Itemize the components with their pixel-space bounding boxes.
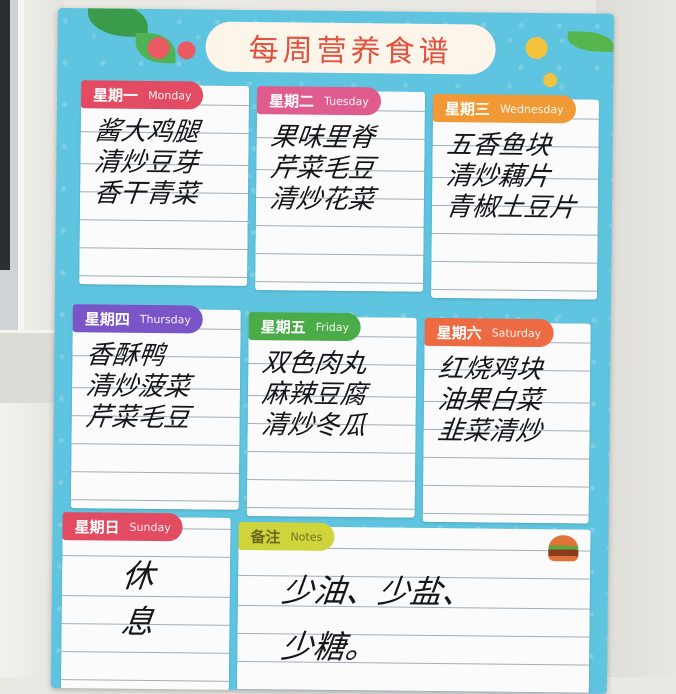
menu-item: 青椒土豆片 [444, 192, 578, 224]
day-tab: 星期一 Monday [80, 80, 204, 110]
menu-items: 红烧鸡块 油果白菜 韭菜清炒 [435, 354, 584, 449]
day-card-saturday: 星期六 Saturday 红烧鸡块 油果白菜 韭菜清炒 [422, 317, 591, 524]
menu-item: 香干青菜 [92, 178, 200, 210]
day-card-thursday: 星期四 Thursday 香酥鸭 清炒菠菜 芹菜毛豆 [70, 304, 241, 510]
window-glass [0, 0, 10, 270]
flower-decoration-1 [147, 36, 170, 60]
page-title: 每周营养食谱 [205, 21, 496, 75]
notes-title-cn: 备注 [250, 527, 281, 546]
menu-item: 清炒菠菜 [84, 371, 192, 403]
notes-title-en: Notes [290, 529, 323, 544]
note-line: 少糖。 [279, 627, 380, 667]
day-tab: 星期四 Thursday [72, 304, 204, 334]
menu-items: 香酥鸭 清炒菠菜 芹菜毛豆 [84, 340, 235, 435]
menu-items: 休 息 [119, 553, 224, 646]
menu-item: 麻辣豆腐 [260, 379, 368, 411]
day-name-en: Wednesday [499, 102, 564, 116]
menu-item: 韭菜清炒 [435, 416, 544, 448]
menu-item: 息 [119, 602, 156, 642]
day-name-en: Thursday [139, 312, 191, 326]
day-name-en: Saturday [491, 326, 542, 340]
day-name-cn: 星期日 [74, 517, 120, 537]
flower-decoration-2 [177, 41, 196, 60]
menu-item: 油果白菜 [436, 385, 544, 417]
menu-item: 五香鱼块 [444, 130, 553, 162]
day-card-sunday: 星期日 Sunday 休 息 [60, 512, 231, 694]
menu-item: 芹菜毛豆 [84, 402, 192, 434]
menu-item: 清炒冬瓜 [259, 410, 368, 442]
day-tab: 星期五 Friday [248, 312, 362, 342]
menu-item: 双色肉丸 [260, 348, 369, 380]
notes-tab: 备注 Notes [238, 521, 335, 551]
menu-items: 酱大鸡腿 清炒豆芽 香干青菜 [92, 116, 243, 211]
burger-icon [548, 535, 579, 562]
day-tab: 星期二 Tuesday [256, 86, 381, 116]
flower-decoration-4 [543, 73, 558, 88]
day-tab: 星期三 Wednesday [432, 93, 576, 124]
menu-item: 芹菜毛豆 [268, 153, 377, 185]
menu-items: 果味里脊 芹菜毛豆 清炒花菜 [268, 122, 419, 217]
day-name-cn: 星期一 [92, 85, 139, 105]
day-name-en: Tuesday [323, 94, 369, 108]
notes-lines: 少油、少盐、 少糖。 [279, 562, 584, 677]
flower-decoration-3 [525, 36, 548, 60]
day-card-friday: 星期五 Friday 双色肉丸 麻辣豆腐 清炒冬瓜 [246, 312, 417, 518]
day-name-cn: 星期四 [84, 309, 130, 329]
menu-item: 清炒藕片 [444, 161, 553, 193]
menu-item: 红烧鸡块 [436, 354, 545, 386]
day-card-tuesday: 星期二 Tuesday 果味里脊 芹菜毛豆 清炒花菜 [255, 86, 426, 292]
day-name-cn: 星期二 [268, 91, 315, 111]
menu-item: 清炒豆芽 [92, 147, 201, 179]
day-name-en: Monday [148, 88, 192, 102]
day-name-en: Sunday [129, 520, 171, 534]
day-name-en: Friday [315, 320, 350, 334]
note-line: 少油、少盐、 [279, 571, 477, 612]
day-name-cn: 星期六 [436, 323, 482, 342]
day-tab: 星期六 Saturday [424, 317, 554, 348]
menu-item: 清炒花菜 [268, 184, 376, 216]
menu-item: 香酥鸭 [84, 340, 167, 372]
day-card-wednesday: 星期三 Wednesday 五香鱼块 清炒藕片 青椒土豆片 [430, 93, 600, 300]
window-frame [0, 0, 24, 330]
menu-items: 五香鱼块 清炒藕片 青椒土豆片 [444, 130, 593, 225]
menu-items: 双色肉丸 麻辣豆腐 清炒冬瓜 [259, 348, 410, 443]
notes-card: 备注 Notes 少油、少盐、 少糖。 [236, 521, 591, 694]
menu-item: 休 [119, 556, 157, 596]
day-tab: 星期日 Sunday [62, 512, 183, 542]
menu-item: 酱大鸡腿 [93, 116, 201, 148]
day-name-cn: 星期三 [444, 99, 491, 119]
window-sill [0, 330, 60, 403]
day-card-monday: 星期一 Monday 酱大鸡腿 清炒豆芽 香干青菜 [79, 80, 250, 286]
menu-poster: 每周营养食谱 星期一 Monday 酱大鸡腿 清炒豆芽 香干青菜 星期二 Tue… [50, 8, 614, 694]
day-name-cn: 星期五 [260, 317, 306, 337]
menu-item: 果味里脊 [268, 122, 377, 154]
